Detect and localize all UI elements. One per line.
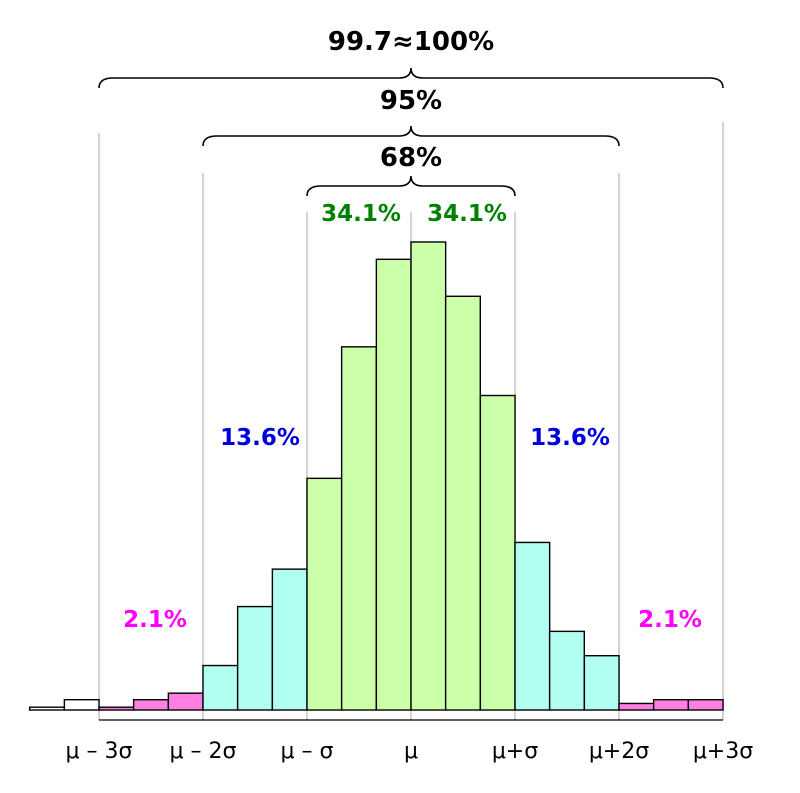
x-tick-label: μ+2σ — [589, 739, 649, 764]
curly-bracket — [202, 125, 620, 147]
histogram-bar — [479, 394, 516, 711]
histogram-bar — [548, 630, 585, 711]
bracket-label: 95% — [380, 86, 442, 116]
label-left-13-6: 13.6% — [220, 425, 300, 451]
bracket-label: 99.7≈100% — [328, 27, 494, 57]
histogram-bar — [167, 692, 204, 711]
x-tick-label: μ+σ — [492, 739, 538, 764]
x-tick-label: μ – σ — [281, 739, 334, 764]
histogram-bar — [444, 295, 481, 711]
label-right-34-1: 34.1% — [427, 201, 507, 227]
histogram-bar — [375, 258, 412, 711]
curly-bracket — [306, 175, 516, 197]
label-left-2-1: 2.1% — [123, 607, 187, 633]
histogram-bar — [306, 477, 343, 711]
label-right-13-6: 13.6% — [530, 425, 610, 451]
histogram-bar — [687, 699, 724, 711]
x-tick-label: μ – 3σ — [66, 739, 133, 764]
histogram-bar — [340, 346, 377, 711]
range-brackets: 99.7≈100% 95% 68% — [98, 27, 724, 197]
histogram-bar — [63, 699, 100, 711]
histogram-bar — [98, 706, 135, 711]
bracket-label: 68% — [380, 143, 442, 173]
histogram-bar — [652, 699, 689, 711]
curly-bracket — [98, 67, 724, 89]
histogram-bar — [514, 541, 551, 711]
x-tick-label: μ – 2σ — [170, 739, 237, 764]
histogram-bar — [618, 702, 655, 711]
histogram-bar — [271, 568, 308, 711]
label-left-34-1: 34.1% — [321, 201, 401, 227]
histogram-bar — [583, 655, 620, 711]
x-tick-label: μ+3σ — [693, 739, 753, 764]
label-right-2-1: 2.1% — [638, 607, 702, 633]
x-tick-label: μ — [404, 739, 418, 764]
x-axis: μ – 3σ μ – 2σ μ – σ μ μ+σ μ+2σ μ+3σ — [66, 719, 753, 764]
histogram-bar — [410, 241, 447, 711]
histogram-bar — [236, 605, 273, 711]
histogram-bar — [132, 699, 169, 711]
histogram-bar — [28, 706, 65, 711]
histogram-bars — [28, 241, 724, 711]
histogram-bar — [202, 664, 239, 711]
